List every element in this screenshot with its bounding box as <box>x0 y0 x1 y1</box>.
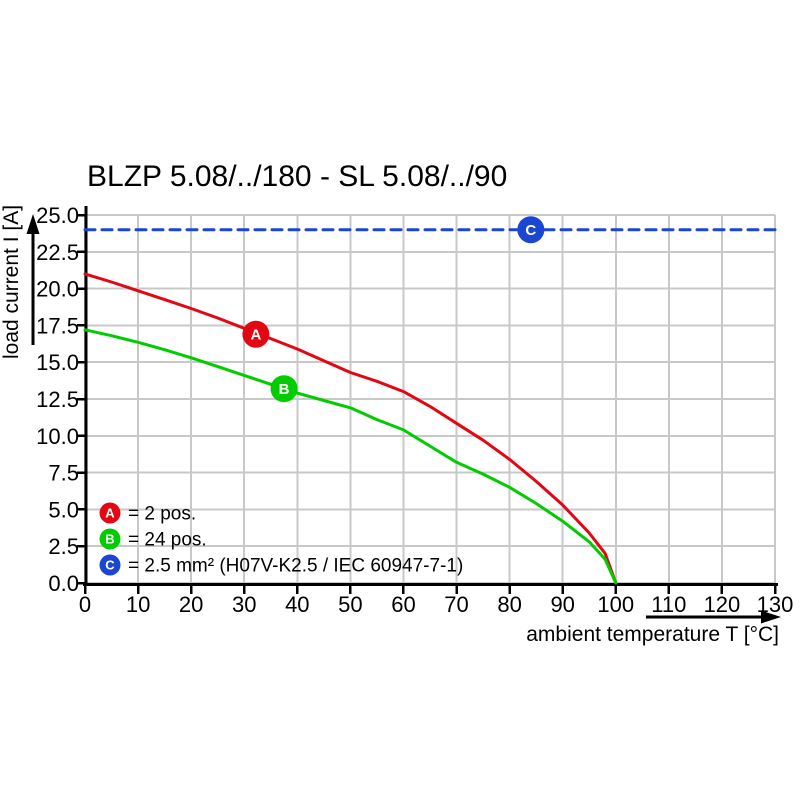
y-tick-label: 20.0 <box>36 277 79 302</box>
x-tick-label: 0 <box>79 592 91 617</box>
curve-marker-letter-C: C <box>525 222 536 239</box>
legend: A = 2 pos. B = 24 pos. C = 2.5 mm² (H07V-K2.5… <box>99 502 463 577</box>
curve-A <box>83 272 618 585</box>
y-tick-label: 0.0 <box>48 571 79 596</box>
y-tick-label: 7.5 <box>48 461 79 486</box>
y-tick-label: 2.5 <box>48 534 79 559</box>
x-tick-label: 80 <box>497 592 521 617</box>
x-tick-label: 100 <box>597 592 634 617</box>
grid-layer <box>84 214 776 584</box>
legend-item-B: B = 24 pos. <box>99 528 207 551</box>
x-axis-arrow-head <box>761 610 781 624</box>
curve-B <box>83 328 618 585</box>
y-tick-label: 15.0 <box>36 350 79 375</box>
legend-label: = 2 pos. <box>128 504 196 525</box>
legend-item-C: C = 2.5 mm² (H07V-K2.5 / IEC 60947-7-1) <box>99 554 463 577</box>
x-tick-label: 10 <box>126 592 150 617</box>
legend-badge-letter: C <box>105 558 115 573</box>
tick-labels-layer: 0 10 20 30 40 50 60 70 80 90 100 110 120 1300.02.55.0… <box>36 203 793 617</box>
x-tick-label: 70 <box>444 592 468 617</box>
curve-marker-A <box>242 320 270 348</box>
x-tick-label: 90 <box>550 592 574 617</box>
legend-badge-C <box>99 554 121 576</box>
chart-title: BLZP 5.08/../180 - SL 5.08/../90 <box>87 160 507 193</box>
curve-marker-letter-A: A <box>250 327 261 344</box>
y-tick-label: 22.5 <box>36 240 79 265</box>
y-tick-label: 5.0 <box>48 497 79 522</box>
legend-badge-A <box>99 502 121 524</box>
curve-marker-C <box>517 216 545 244</box>
x-tick-label: 60 <box>391 592 415 617</box>
x-tick-label: 120 <box>704 592 741 617</box>
x-tick-label: 40 <box>285 592 309 617</box>
x-tick-label: 30 <box>232 592 256 617</box>
legend-label: = 2.5 mm² (H07V-K2.5 / IEC 60947-7-1) <box>128 556 463 577</box>
axis-arrows-layer <box>26 214 781 624</box>
y-tick-label: 25.0 <box>36 203 79 228</box>
y-axis-title: load current I [A] <box>0 205 23 359</box>
legend-item-A: A = 2 pos. <box>99 502 196 525</box>
x-tick-label: 20 <box>179 592 203 617</box>
y-tick-label: 17.5 <box>36 313 79 338</box>
legend-label: = 24 pos. <box>128 530 207 551</box>
legend-badge-letter: A <box>105 506 115 521</box>
series-layer <box>83 228 777 585</box>
x-axis-title: ambient temperature T [°C] <box>526 623 779 646</box>
curve-marker-B <box>270 375 298 403</box>
x-tick-label: 110 <box>651 592 686 617</box>
legend-badge-B <box>99 528 121 550</box>
curve-marker-letter-B: B <box>279 381 290 398</box>
y-axis-arrow-head <box>26 214 40 234</box>
y-tick-label: 12.5 <box>36 387 79 412</box>
legend-badge-letter: B <box>105 532 114 547</box>
y-tick-label: 10.0 <box>36 424 79 449</box>
x-tick-label: 50 <box>338 592 362 617</box>
curve-markers-layer: A B C <box>242 216 545 403</box>
ticks-layer <box>77 213 777 594</box>
axes-layer <box>83 206 778 586</box>
